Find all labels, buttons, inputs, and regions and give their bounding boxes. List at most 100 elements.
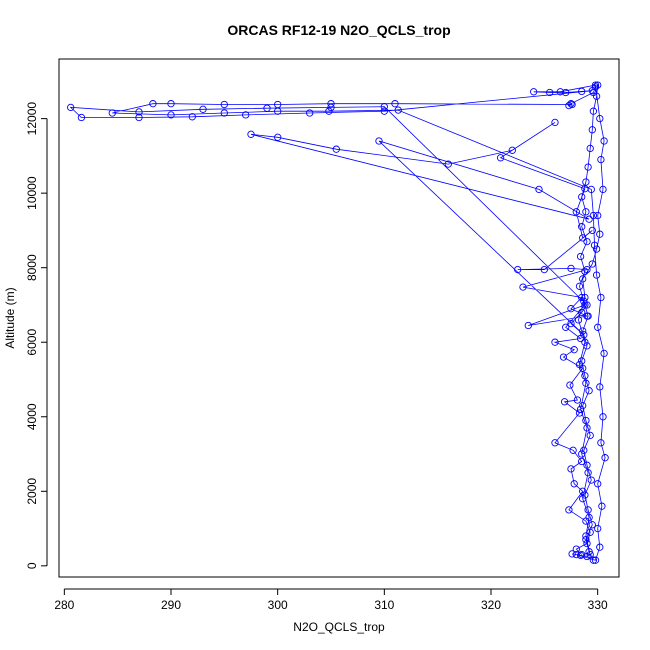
data-point <box>375 137 383 145</box>
data-point <box>567 100 575 108</box>
data-point <box>519 283 527 291</box>
data-point <box>582 536 590 544</box>
data-point <box>572 208 580 216</box>
data-point <box>589 211 598 220</box>
data-point <box>199 105 207 113</box>
data-point <box>578 357 586 365</box>
data-point <box>584 163 592 171</box>
data-point <box>551 439 559 447</box>
data-point <box>588 521 596 529</box>
data-point <box>581 491 589 499</box>
data-point <box>586 431 594 440</box>
data-point <box>576 405 585 413</box>
data-point <box>575 282 584 290</box>
data-point <box>546 88 554 97</box>
data-point <box>551 118 559 127</box>
data-point <box>581 185 589 193</box>
y-tick-label: 0 <box>25 562 39 569</box>
y-tick-label: 4000 <box>25 403 39 430</box>
data-point <box>584 469 592 477</box>
data-point <box>579 487 587 495</box>
data-point <box>578 87 586 96</box>
x-tick-label: 300 <box>268 598 288 612</box>
data-point <box>149 100 157 108</box>
data-point <box>594 323 602 331</box>
data-point <box>568 100 576 109</box>
data-point <box>576 252 585 261</box>
data-point <box>569 446 577 454</box>
data-point <box>579 401 587 410</box>
data-point <box>581 267 589 276</box>
data-point <box>573 396 582 404</box>
data-point <box>583 539 591 548</box>
data-point <box>574 316 583 324</box>
x-axis: 280 290 300 310 320 330 <box>54 588 608 612</box>
data-point <box>567 319 575 328</box>
plot-frame <box>58 58 620 578</box>
data-point <box>585 215 593 223</box>
data-point <box>582 532 590 540</box>
data-point <box>589 556 598 564</box>
x-tick-label: 290 <box>161 598 181 612</box>
data-point <box>551 338 559 346</box>
data-point <box>570 480 578 488</box>
data-point <box>380 107 388 115</box>
data-point <box>594 211 602 220</box>
y-axis-label: Altitude (m) <box>3 287 17 348</box>
data-point <box>570 346 578 354</box>
data-point <box>332 145 340 153</box>
data-point <box>188 113 196 121</box>
data-point <box>530 88 538 96</box>
data-point <box>586 144 594 153</box>
data-point <box>380 103 388 111</box>
data-point <box>220 109 228 117</box>
data-point <box>167 100 175 108</box>
data-point <box>589 107 598 115</box>
data-point <box>568 550 576 558</box>
data-point <box>585 387 593 395</box>
data-point <box>247 130 255 138</box>
data-point <box>562 323 570 331</box>
data-point <box>540 265 548 274</box>
data-point <box>601 454 609 462</box>
x-axis-label: N2O_QCLS_trop <box>293 620 385 634</box>
data-point <box>583 265 591 274</box>
data-point <box>581 293 589 302</box>
data-point <box>594 524 602 533</box>
data-point <box>583 424 591 432</box>
data-point <box>583 342 591 350</box>
data-point <box>597 439 605 447</box>
data-point <box>588 87 596 95</box>
data-point <box>597 293 605 302</box>
data-point <box>167 111 175 119</box>
data-point <box>274 133 282 141</box>
y-tick-label: 12000 <box>25 102 39 136</box>
data-point <box>579 327 587 335</box>
data-point <box>586 550 594 559</box>
data-point <box>560 398 569 406</box>
data-point <box>567 305 575 313</box>
data-point <box>583 312 591 320</box>
data-point <box>583 301 591 309</box>
data-series <box>67 81 609 564</box>
x-tick-label: 280 <box>54 598 74 612</box>
data-point <box>444 160 452 168</box>
data-point <box>578 293 586 302</box>
data-point <box>587 476 595 484</box>
data-point <box>514 265 522 274</box>
data-point <box>578 450 586 458</box>
data-point <box>599 185 607 194</box>
data-point <box>556 88 564 96</box>
data-point <box>600 137 608 145</box>
data-point <box>591 81 600 89</box>
data-point <box>578 223 586 231</box>
data-point <box>596 230 604 238</box>
data-point <box>391 100 399 108</box>
data-point <box>394 106 402 114</box>
data-point <box>559 353 568 361</box>
data-point <box>67 103 75 112</box>
data-point <box>567 264 575 273</box>
data-point <box>596 543 604 551</box>
data-point <box>327 103 335 112</box>
